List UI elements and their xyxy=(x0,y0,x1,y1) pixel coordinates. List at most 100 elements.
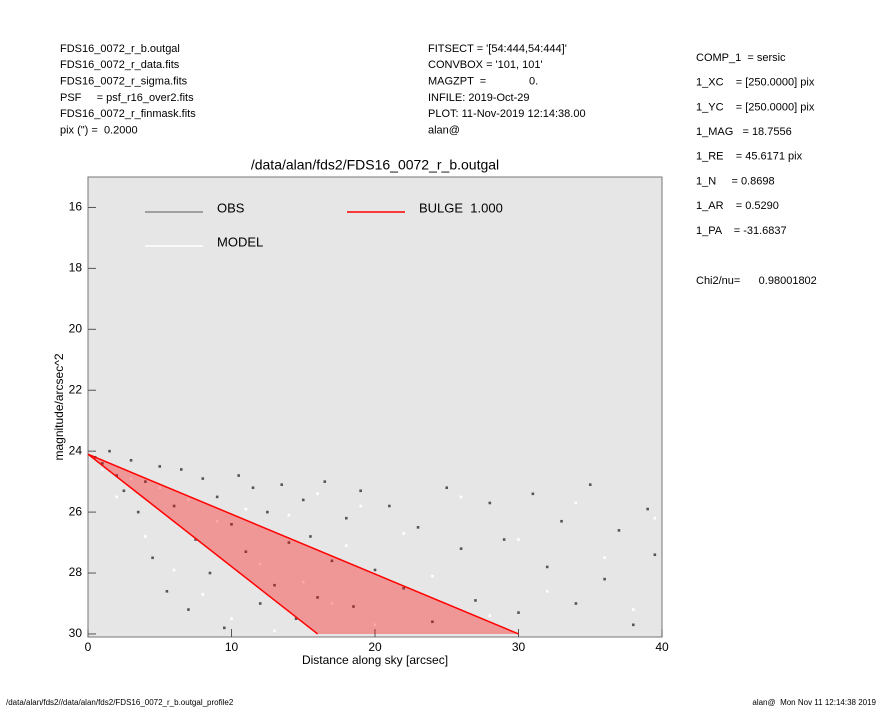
footer-left: /data/alan/fds2//data/alan/fds2/FDS16_00… xyxy=(6,698,234,707)
data-point xyxy=(287,513,291,517)
plot-area xyxy=(87,176,663,638)
data-point xyxy=(373,568,377,572)
data-point xyxy=(323,480,327,483)
data-point xyxy=(474,599,477,602)
data-point xyxy=(574,501,578,505)
x-tick-label: 30 xyxy=(512,640,526,654)
data-point xyxy=(215,519,219,523)
data-point xyxy=(517,611,520,614)
data-point xyxy=(244,550,248,554)
data-point xyxy=(144,480,147,483)
data-point xyxy=(301,580,305,584)
y-axis-label: magnitude/arcsec^2 xyxy=(52,353,66,460)
fit-parameter: 1_PA = -31.6837 xyxy=(696,225,787,237)
data-point xyxy=(301,498,305,502)
data-point xyxy=(201,593,205,596)
data-point xyxy=(617,529,621,532)
data-point xyxy=(588,483,592,486)
x-tick-label: 20 xyxy=(368,640,382,654)
header-middle-line: CONVBOX = '101, 101' xyxy=(428,59,543,71)
fit-parameter: 1_YC = [250.0000] pix xyxy=(696,101,815,113)
data-point xyxy=(158,486,162,490)
data-point xyxy=(445,486,449,490)
fit-parameter: 1_AR = 0.5290 xyxy=(696,200,779,212)
data-point xyxy=(194,538,197,541)
y-tick-label: 22 xyxy=(69,382,83,396)
data-point xyxy=(187,498,190,502)
data-point xyxy=(122,489,126,493)
data-point xyxy=(136,510,140,514)
header-left-line: FDS16_0072_r_data.fits xyxy=(60,59,180,71)
y-tick-label: 24 xyxy=(69,443,83,457)
fit-parameter: 1_MAG = 18.7556 xyxy=(696,126,792,138)
data-point xyxy=(488,501,492,505)
data-point xyxy=(416,526,420,529)
data-point xyxy=(402,586,405,590)
data-point xyxy=(244,507,248,511)
data-point xyxy=(101,462,104,465)
bulge-edge xyxy=(87,453,519,635)
data-point xyxy=(144,535,147,538)
data-point xyxy=(632,608,635,611)
data-point xyxy=(517,538,520,541)
data-point xyxy=(574,602,578,605)
data-point xyxy=(266,510,269,514)
data-point xyxy=(215,495,219,499)
x-tick-label: 10 xyxy=(225,640,239,654)
data-point xyxy=(151,556,154,560)
data-point xyxy=(316,492,319,496)
data-point xyxy=(294,617,298,621)
bulge-edge xyxy=(87,453,319,635)
data-point xyxy=(653,553,657,557)
data-point xyxy=(359,489,362,493)
data-point xyxy=(646,507,649,511)
data-point xyxy=(201,477,205,480)
data-point xyxy=(108,449,111,453)
data-point xyxy=(373,623,377,627)
data-point xyxy=(258,602,262,605)
header-middle-line: INFILE: 2019-Oct-29 xyxy=(428,92,530,104)
header-left-line: FDS16_0072_r_sigma.fits xyxy=(60,76,188,88)
data-point xyxy=(545,590,549,593)
y-tick-label: 26 xyxy=(69,504,83,518)
data-point xyxy=(560,519,563,523)
data-point xyxy=(172,504,176,508)
x-axis-label: Distance along sky [arcsec] xyxy=(302,653,448,667)
data-point xyxy=(273,583,276,587)
data-point xyxy=(158,465,162,468)
header-middle-line: PLOT: 11-Nov-2019 12:14:38.00 xyxy=(428,108,586,120)
chart-title: /data/alan/fds2/FDS16_0072_r_b.outgal xyxy=(251,157,499,173)
data-point xyxy=(431,620,434,624)
header-left-line: pix (") = 0.2000 xyxy=(60,124,138,136)
data-point xyxy=(359,504,362,508)
data-point xyxy=(330,602,334,605)
data-point xyxy=(502,538,506,541)
data-point xyxy=(352,605,355,608)
data-point xyxy=(488,614,492,617)
header-left-line: FDS16_0072_r_finmask.fits xyxy=(60,108,196,120)
data-point xyxy=(165,590,169,593)
legend-label: OBS xyxy=(217,200,245,215)
bulge-region xyxy=(88,454,519,634)
header-middle-line: alan@ xyxy=(428,124,460,136)
fit-parameter: COMP_1 = sersic xyxy=(696,52,786,64)
data-point xyxy=(388,504,391,508)
data-point xyxy=(280,483,284,486)
y-tick-label: 30 xyxy=(69,626,83,640)
data-point xyxy=(345,516,348,520)
data-point xyxy=(545,565,549,569)
data-point xyxy=(632,623,635,627)
data-point xyxy=(129,477,133,480)
data-point xyxy=(531,492,535,496)
y-tick-label: 20 xyxy=(69,321,83,335)
data-point xyxy=(603,577,606,581)
fit-parameter: 1_XC = [250.0000] pix xyxy=(696,77,815,89)
header-left-line: PSF = psf_r16_over2.fits xyxy=(60,92,194,104)
data-point xyxy=(459,495,463,499)
header-middle-line: MAGZPT = 0. xyxy=(428,76,538,88)
data-point xyxy=(273,629,276,633)
data-point xyxy=(316,596,319,599)
data-point xyxy=(402,532,405,535)
data-point xyxy=(431,574,434,578)
